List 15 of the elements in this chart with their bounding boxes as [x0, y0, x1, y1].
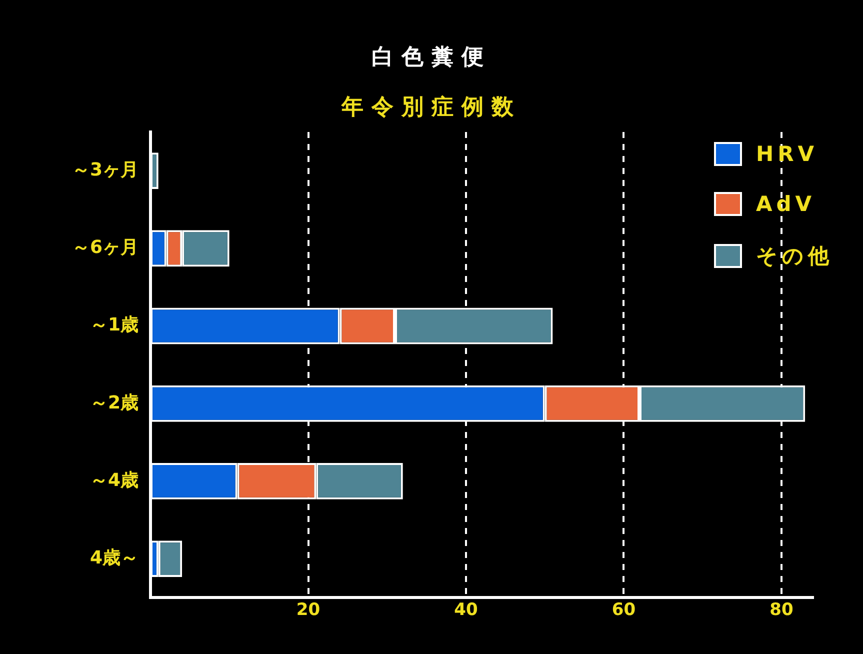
legend-label: HRV — [756, 142, 818, 166]
chart-title: 白色糞便 — [370, 44, 492, 72]
x-tick-label: 20 — [296, 600, 320, 620]
x-tick-label: 40 — [454, 600, 478, 620]
legend-label: その他 — [756, 243, 833, 270]
chart-subtitle: 年令別症例数 — [340, 94, 522, 122]
y-tick-label: ～6ヶ月 — [72, 237, 139, 258]
y-tick-label: ～1歳 — [90, 314, 139, 336]
y-tick-label: ～3ヶ月 — [72, 159, 139, 180]
legend-label: AdV — [756, 192, 816, 216]
x-tick-label: 80 — [770, 600, 794, 620]
y-tick-label: ～2歳 — [90, 392, 139, 414]
y-tick-label: ～4歳 — [90, 470, 139, 491]
x-tick-label: 60 — [612, 600, 636, 620]
y-tick-label: 4歳～ — [90, 547, 139, 568]
